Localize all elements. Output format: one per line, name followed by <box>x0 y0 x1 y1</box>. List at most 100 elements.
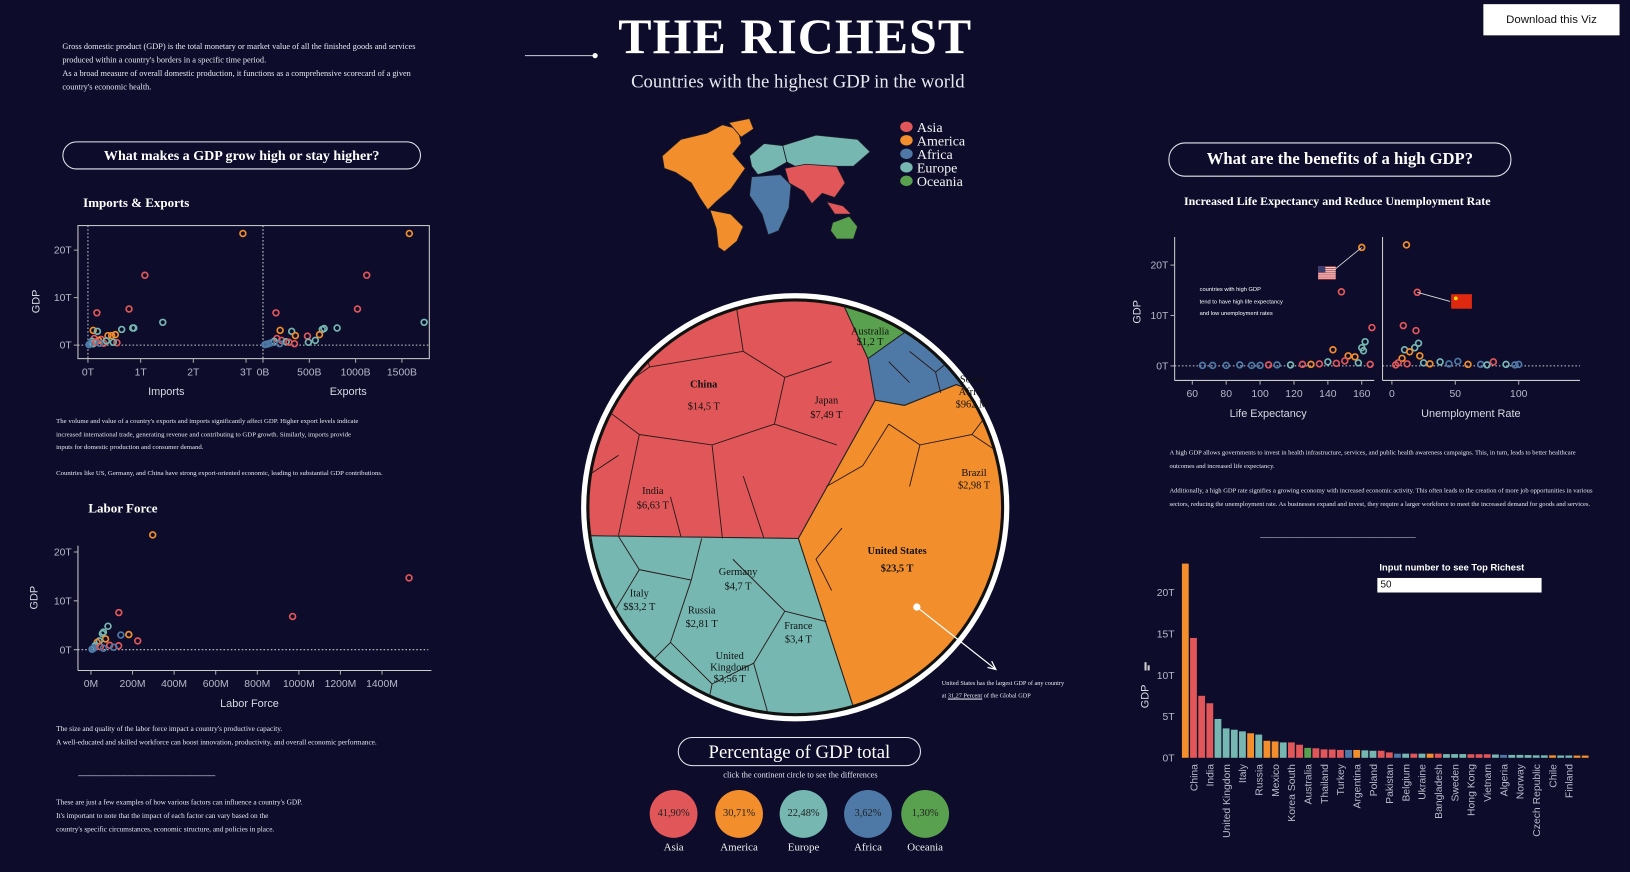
bar[interactable] <box>1222 728 1230 758</box>
bar[interactable] <box>1255 734 1263 758</box>
data-point[interactable] <box>1405 348 1414 356</box>
bar[interactable] <box>1459 754 1467 758</box>
pct-circle-oceania[interactable]: 1,30% <box>901 790 950 838</box>
data-point[interactable] <box>1264 361 1273 369</box>
data-point[interactable] <box>1402 241 1411 249</box>
data-point[interactable] <box>362 271 371 280</box>
labor-force-chart[interactable]: GDP 0M 200M 400M 600M 800M 1000M 1200M 1400M 0T 10… <box>0 520 447 718</box>
data-point[interactable] <box>287 327 296 336</box>
map-region-oceania[interactable] <box>830 215 859 240</box>
data-point[interactable] <box>311 336 320 345</box>
life-unemployment-chart[interactable]: GDP 60 80 100 120 140 160 0T 10T 20T Life Expectan… <box>1128 229 1617 427</box>
bar[interactable] <box>1239 731 1246 758</box>
data-point[interactable] <box>95 339 104 347</box>
data-point[interactable] <box>125 630 133 639</box>
data-point[interactable] <box>285 338 293 347</box>
data-point[interactable] <box>109 338 117 347</box>
bar[interactable] <box>1377 750 1385 758</box>
data-point[interactable] <box>304 338 313 347</box>
pct-circle-europe[interactable]: 22,48% <box>779 790 828 838</box>
data-point[interactable] <box>1298 360 1307 369</box>
bar[interactable] <box>1385 752 1393 758</box>
pct-circle-asia[interactable]: 41,90% <box>649 790 698 838</box>
bar[interactable] <box>1198 695 1206 758</box>
map-region-africa[interactable] <box>749 174 792 236</box>
bar[interactable] <box>1206 703 1214 758</box>
bar[interactable] <box>1426 753 1434 758</box>
bar[interactable] <box>1500 754 1507 758</box>
data-point[interactable] <box>303 332 312 340</box>
data-point[interactable] <box>1307 360 1315 369</box>
map-region-europe[interactable] <box>749 143 788 176</box>
bar[interactable] <box>1369 750 1377 758</box>
data-point[interactable] <box>1419 359 1428 367</box>
data-point[interactable] <box>1222 361 1230 370</box>
imports-exports-chart[interactable]: GDP 0T 1T 2T 3T 0T 10T 20T Imports 0B 500B 1000B 150… <box>0 208 447 411</box>
bar[interactable] <box>1532 755 1540 758</box>
data-point[interactable] <box>125 305 133 313</box>
data-point[interactable] <box>276 326 284 335</box>
map-region-greenland[interactable] <box>727 118 755 138</box>
data-point[interactable] <box>1324 358 1332 366</box>
bar[interactable] <box>1181 563 1189 758</box>
bar[interactable] <box>1443 754 1450 758</box>
data-point[interactable] <box>405 574 413 582</box>
download-viz-button[interactable]: Download this Viz <box>1483 4 1620 36</box>
data-point[interactable] <box>1208 361 1217 370</box>
data-point[interactable] <box>272 309 280 317</box>
map-region-russia[interactable] <box>782 134 871 167</box>
bar[interactable] <box>1549 755 1556 758</box>
data-point[interactable] <box>405 229 414 238</box>
data-point[interactable] <box>1399 321 1408 330</box>
data-point[interactable] <box>1416 352 1424 360</box>
data-point[interactable] <box>1436 358 1444 366</box>
bar[interactable] <box>1353 749 1361 758</box>
bar[interactable] <box>1230 729 1238 758</box>
data-point[interactable] <box>1273 361 1281 369</box>
bar[interactable] <box>1508 754 1516 758</box>
data-point[interactable] <box>1198 361 1207 370</box>
data-point[interactable] <box>1315 360 1324 368</box>
data-point[interactable] <box>141 271 149 280</box>
map-region-asia-se[interactable] <box>825 200 853 215</box>
bar[interactable] <box>1467 754 1475 758</box>
world-map[interactable] <box>650 114 873 260</box>
legend-item-america[interactable]: America <box>900 134 965 148</box>
data-point[interactable] <box>102 337 111 345</box>
data-point[interactable] <box>275 339 284 348</box>
data-point[interactable] <box>1256 361 1264 370</box>
data-point[interactable] <box>1358 243 1366 252</box>
data-point[interactable] <box>111 330 120 339</box>
bar[interactable] <box>1287 742 1295 758</box>
data-point[interactable] <box>1286 361 1295 369</box>
bar[interactable] <box>1540 755 1548 758</box>
data-point[interactable] <box>159 318 167 327</box>
data-point[interactable] <box>1329 346 1337 354</box>
bar[interactable] <box>1565 755 1573 758</box>
data-point[interactable] <box>93 309 101 317</box>
data-point[interactable] <box>288 612 297 621</box>
data-point[interactable] <box>1454 357 1462 366</box>
bar[interactable] <box>1320 749 1328 758</box>
top-richest-bar-chart[interactable]: GDP 0T 5T 10T 15T 20T China India United Kingdom… <box>1133 556 1622 868</box>
data-point[interactable] <box>1476 360 1485 369</box>
data-point[interactable] <box>1398 354 1406 363</box>
bar[interactable] <box>1247 733 1255 758</box>
data-point[interactable] <box>315 330 324 339</box>
data-point[interactable] <box>1366 360 1374 369</box>
data-point[interactable] <box>267 338 276 347</box>
bar[interactable] <box>1402 753 1410 758</box>
data-point[interactable] <box>88 645 96 653</box>
data-point[interactable] <box>148 531 157 539</box>
data-point[interactable] <box>1464 360 1472 369</box>
legend-item-oceania[interactable]: Oceania <box>900 174 965 188</box>
data-point[interactable] <box>1391 361 1400 369</box>
data-point[interactable] <box>117 631 125 639</box>
data-point[interactable] <box>1483 361 1491 369</box>
bar[interactable] <box>1336 749 1344 758</box>
data-point[interactable] <box>92 338 100 347</box>
bar[interactable] <box>1312 748 1320 758</box>
data-point[interactable] <box>1514 360 1523 369</box>
bar[interactable] <box>1581 755 1589 758</box>
data-point[interactable] <box>1368 323 1376 332</box>
